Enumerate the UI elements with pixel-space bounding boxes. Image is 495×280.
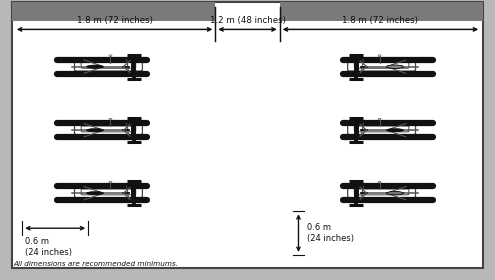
Circle shape [378, 118, 381, 120]
Circle shape [378, 55, 381, 57]
FancyBboxPatch shape [81, 62, 136, 68]
Ellipse shape [387, 65, 403, 68]
Ellipse shape [387, 192, 403, 195]
Text: 0.6 m
(24 inches): 0.6 m (24 inches) [25, 237, 72, 257]
FancyBboxPatch shape [81, 126, 136, 132]
Ellipse shape [387, 192, 403, 195]
Circle shape [109, 55, 112, 57]
Ellipse shape [87, 192, 103, 195]
FancyBboxPatch shape [347, 60, 415, 71]
Ellipse shape [87, 65, 103, 68]
Ellipse shape [87, 129, 103, 132]
FancyBboxPatch shape [347, 123, 415, 135]
Circle shape [378, 181, 381, 183]
FancyBboxPatch shape [347, 186, 415, 198]
Ellipse shape [387, 65, 403, 68]
Text: 1.8 m (72 inches): 1.8 m (72 inches) [77, 16, 152, 25]
Text: All dimensions are recommended minimums.: All dimensions are recommended minimums. [14, 261, 179, 267]
FancyBboxPatch shape [81, 189, 136, 195]
FancyBboxPatch shape [75, 60, 143, 71]
Text: 0.6 m
(24 inches): 0.6 m (24 inches) [307, 223, 354, 243]
Text: 1.2 m (48 inches): 1.2 m (48 inches) [209, 16, 286, 25]
Ellipse shape [387, 129, 403, 132]
Circle shape [109, 181, 112, 183]
FancyBboxPatch shape [354, 126, 409, 132]
FancyBboxPatch shape [354, 62, 409, 68]
Text: 1.8 m (72 inches): 1.8 m (72 inches) [343, 16, 418, 25]
Bar [12, 2, 215, 21]
FancyBboxPatch shape [354, 189, 409, 195]
Bar [280, 2, 483, 21]
FancyBboxPatch shape [75, 123, 143, 135]
FancyBboxPatch shape [75, 186, 143, 198]
Circle shape [109, 118, 112, 120]
